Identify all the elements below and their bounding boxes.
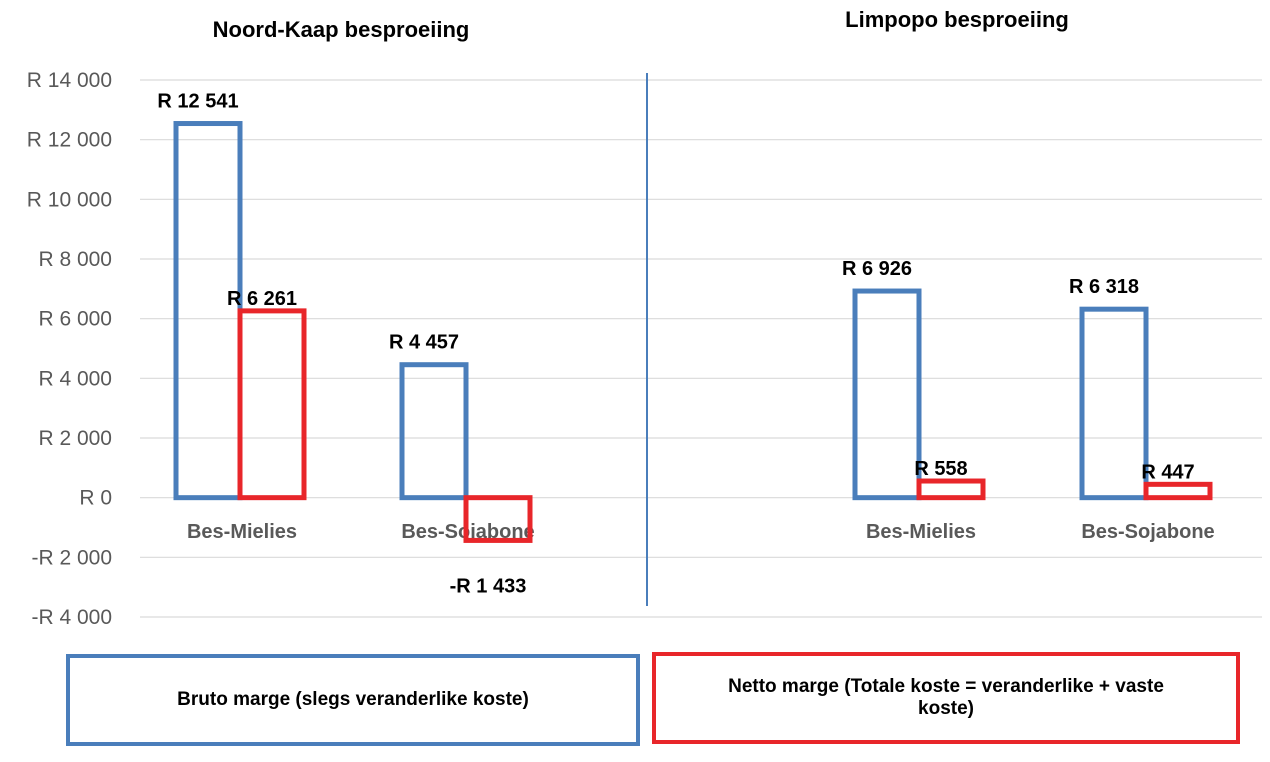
data-label: R 447 <box>1141 461 1194 483</box>
bar-bruto <box>173 121 243 501</box>
data-label: -R 1 433 <box>450 575 527 597</box>
data-label: R 558 <box>914 458 967 480</box>
bar-bruto <box>399 362 469 501</box>
legend-bruto-label: Bruto marge (slegs veranderlike koste) <box>177 689 529 710</box>
panel-title: Limpopo besproeiing <box>845 7 1069 32</box>
chart: R 14 000 R 12 000 R 10 000 R 8 000 R 6 000 R … <box>27 7 1262 629</box>
data-label: R 6 261 <box>227 288 297 310</box>
panel-title: Noord-Kaap besproeiing <box>213 17 470 42</box>
y-tick-label: R 14 000 <box>27 69 112 92</box>
y-tick-label: -R 2 000 <box>31 546 112 569</box>
y-tick-label: R 4 000 <box>38 367 112 390</box>
y-tick-label: R 2 000 <box>38 427 112 450</box>
legend-bruto: Bruto marge (slegs veranderlike koste) <box>66 654 640 746</box>
y-tick-label: R 0 <box>79 487 112 510</box>
y-tick-label: R 6 000 <box>38 308 112 331</box>
bar-netto <box>237 308 307 501</box>
y-tick-label: R 12 000 <box>27 129 112 152</box>
data-label: R 4 457 <box>389 332 459 354</box>
bar-bruto <box>852 288 922 501</box>
category-label: Bes-Sojabone <box>1081 521 1214 543</box>
bar-netto <box>1143 481 1213 501</box>
y-tick-label: -R 4 000 <box>31 606 112 629</box>
y-tick-label: R 8 000 <box>38 248 112 271</box>
y-tick-label: R 10 000 <box>27 188 112 211</box>
category-label: Bes-Mielies <box>187 521 297 543</box>
data-label: R 6 926 <box>842 258 912 280</box>
data-label: R 12 541 <box>157 91 238 113</box>
legend-netto: Netto marge (Totale koste = veranderlike… <box>652 652 1240 744</box>
bar-netto <box>916 478 986 501</box>
bar-netto <box>463 495 533 543</box>
legend-netto-label: Netto marge (Totale koste = veranderlike… <box>728 676 1164 719</box>
category-label: Bes-Mielies <box>866 521 976 543</box>
data-label: R 6 318 <box>1069 276 1139 298</box>
bar-bruto <box>1079 306 1149 501</box>
